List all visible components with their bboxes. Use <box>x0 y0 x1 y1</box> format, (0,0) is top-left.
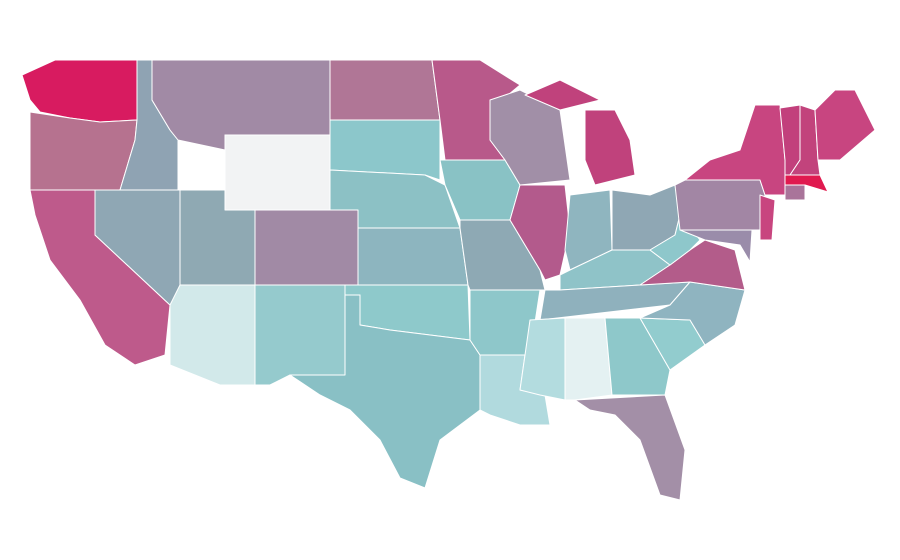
state-region <box>574 394 686 501</box>
state-region <box>814 89 876 161</box>
state-region <box>489 89 571 186</box>
state-region <box>29 111 138 191</box>
state-region <box>329 59 441 121</box>
state-region <box>21 59 138 123</box>
state-region <box>679 229 753 263</box>
state-region <box>459 219 546 291</box>
state-region <box>584 109 636 186</box>
state-region <box>254 284 346 386</box>
state-region <box>524 79 601 111</box>
state-region <box>759 194 776 241</box>
state-region <box>169 284 256 386</box>
state-region <box>357 227 469 286</box>
state-region <box>289 294 481 489</box>
state-region <box>329 119 441 181</box>
state-region <box>564 317 613 401</box>
state-region <box>674 179 766 231</box>
state-region <box>604 317 671 396</box>
state-region <box>224 134 331 211</box>
state-region <box>254 209 359 286</box>
state-region <box>509 184 571 281</box>
state-region <box>784 184 806 201</box>
